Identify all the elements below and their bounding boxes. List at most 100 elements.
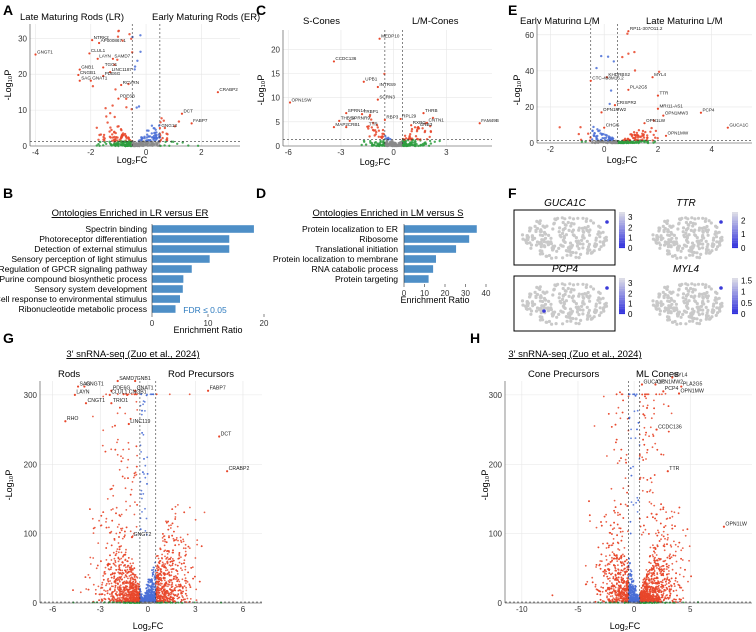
data-point <box>171 568 174 570</box>
tsne-point <box>690 282 694 286</box>
data-point <box>112 494 115 497</box>
category-label: Sensory perception of light stimulus <box>11 254 147 264</box>
data-point <box>180 562 183 565</box>
gene-label: GNB3 <box>420 122 433 127</box>
data-point <box>188 547 191 549</box>
data-point <box>143 458 145 460</box>
data-point <box>158 560 161 563</box>
data-point <box>137 142 140 146</box>
gene-label: RPL29 <box>402 114 416 119</box>
data-point <box>637 134 640 138</box>
tsne-point <box>593 245 597 249</box>
legend-step <box>619 226 625 229</box>
data-point <box>150 132 153 135</box>
data-point <box>109 136 112 139</box>
tsne-point <box>570 287 574 291</box>
data-point <box>381 128 385 132</box>
data-point <box>158 577 161 579</box>
tsne-point <box>681 296 685 300</box>
tsne-point <box>598 235 602 239</box>
tsne-point <box>714 247 718 251</box>
tsne-point <box>658 312 662 316</box>
y-tick-label: 30 <box>18 34 27 43</box>
data-point <box>177 557 180 560</box>
data-point <box>106 498 109 500</box>
tsne-point <box>706 242 710 246</box>
data-point <box>174 575 177 577</box>
data-point <box>592 134 596 138</box>
data-point <box>404 137 408 140</box>
tsne-point <box>691 224 695 228</box>
tsne-point <box>704 247 709 252</box>
volcano-plot-c: S-Cones L/M-Cones Log₂FC -Log₁₀P 0510152… <box>256 16 499 167</box>
legend-step <box>619 212 625 214</box>
legend-step <box>619 239 625 241</box>
tsne-point <box>692 316 696 321</box>
tsne-point <box>685 300 689 304</box>
data-point <box>195 599 198 601</box>
data-point <box>124 135 128 139</box>
data-point <box>113 115 116 119</box>
data-point <box>118 566 121 569</box>
data-point <box>125 566 127 569</box>
data-point <box>171 558 174 560</box>
data-point <box>148 135 152 138</box>
data-point <box>174 600 177 603</box>
tsne-point <box>714 313 718 317</box>
tsne-point <box>553 217 557 221</box>
data-point <box>184 568 187 571</box>
data-point <box>126 594 128 596</box>
data-point <box>136 59 139 62</box>
labelled-point <box>180 112 184 115</box>
panel-letter-d: D <box>256 185 266 201</box>
bar <box>152 275 184 283</box>
data-point <box>106 542 109 545</box>
tsne-point <box>547 299 551 303</box>
tsne-point <box>545 224 549 228</box>
legend-step <box>619 230 625 232</box>
gene-label: PDE6G <box>105 71 121 76</box>
gene-label: THBS4 <box>341 116 356 121</box>
data-point <box>155 131 158 134</box>
tsne-point <box>581 246 585 250</box>
data-point <box>169 565 172 567</box>
data-point <box>177 585 180 588</box>
data-point <box>158 135 161 138</box>
y-tick-label: 10 <box>271 94 280 103</box>
tsne-point <box>578 308 582 312</box>
tsne-point <box>589 317 593 321</box>
legend-step <box>619 283 625 286</box>
tsne-point <box>698 292 702 296</box>
data-point <box>105 142 108 146</box>
tsne-point <box>562 300 566 304</box>
data-point <box>116 58 119 61</box>
x-tick-label: 0 <box>146 605 151 614</box>
gene-label: SAMD7 <box>114 54 130 59</box>
data-point <box>171 564 174 567</box>
data-point <box>391 141 394 145</box>
tsne-title-pcp4: PCP4 <box>552 264 579 275</box>
tsne-point <box>569 253 573 257</box>
data-point <box>176 525 179 528</box>
x-tick-label: 0 <box>602 145 607 154</box>
data-point <box>123 140 127 144</box>
legend-label: 3 <box>628 213 633 222</box>
data-point <box>103 589 105 592</box>
tsne-point <box>655 300 659 304</box>
data-point <box>166 561 169 564</box>
data-point <box>120 563 122 566</box>
data-point <box>150 596 153 599</box>
gene-label: RHO <box>67 416 79 422</box>
data-point <box>133 65 137 68</box>
data-point <box>170 140 173 143</box>
legend-step <box>732 233 738 236</box>
data-point <box>150 578 153 581</box>
data-point <box>194 557 197 559</box>
tsne-point <box>702 292 706 296</box>
data-point <box>150 586 153 589</box>
data-point <box>122 581 125 584</box>
data-point <box>611 582 613 585</box>
gene-label: DCT <box>221 431 232 437</box>
data-point <box>400 141 404 144</box>
